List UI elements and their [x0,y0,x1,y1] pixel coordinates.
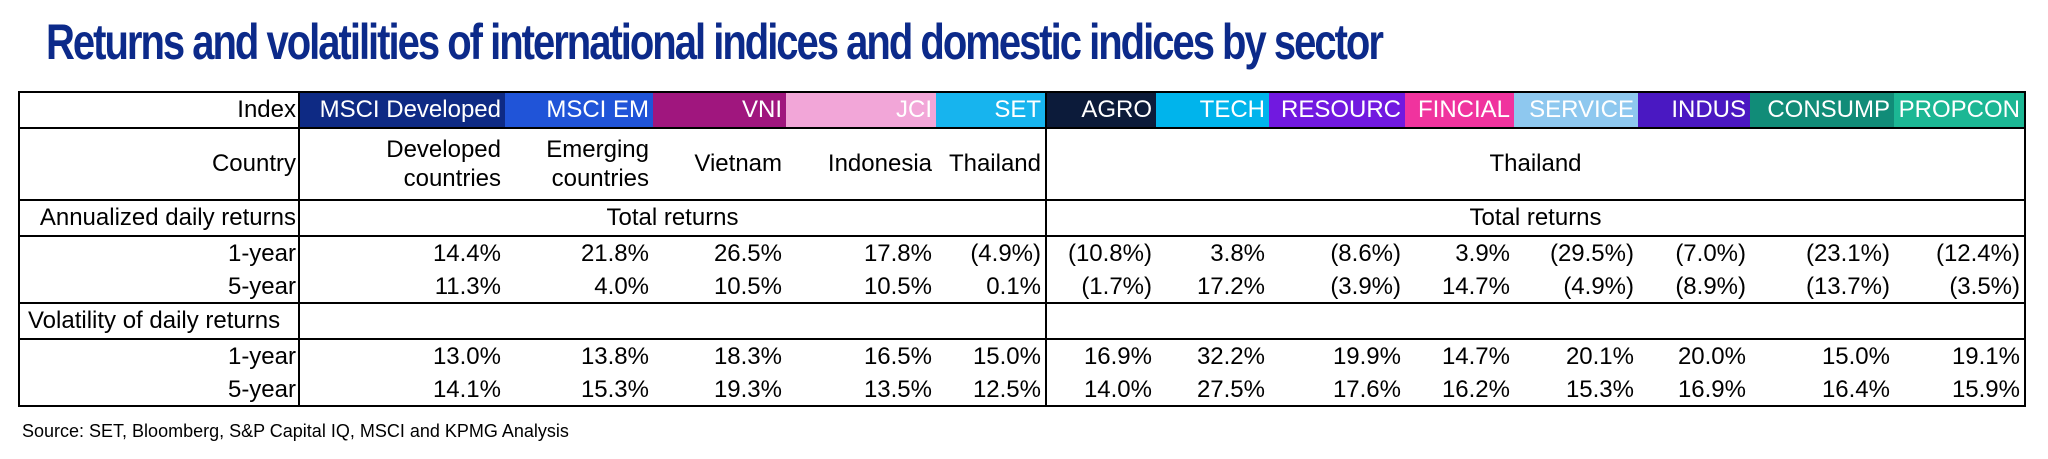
volatility-section-label: Volatility of daily returns [18,303,300,340]
row-label-5y: 5-year [18,271,300,304]
index-header-cell: CONSUMP [1750,91,1894,129]
value-cell: 26.5% [713,240,782,268]
value-cell: 21.8% [580,240,649,268]
value-cell: 17.6% [1269,374,1405,407]
returns-section-row: Annualized daily returns Total returns T… [18,200,2026,237]
value-cell: 11.3% [299,271,505,304]
volatility-header-intl [299,303,1047,340]
returns-header-intl: Total returns [299,200,1047,237]
row-label-1y: 1-year [18,236,300,271]
index-header-cell: SET [936,91,1047,129]
value-cell: (7.0%) [1675,240,1746,268]
value-cell: (3.5%) [1894,271,2026,304]
index-header-cell: AGRO [1046,91,1156,129]
value-cell: 17.8% [863,240,932,268]
value-cell: 16.4% [1750,374,1894,407]
value-cell: 14.4% [432,240,501,268]
country-cell-indonesia: Indonesia [786,128,936,201]
country-text: countries [551,165,649,192]
value-cell: 27.5% [1156,374,1269,407]
returns-1y-row: 1-year 14.4% 21.8% 26.5% 17.8% (4.9%) (10.8%)… [18,236,2026,271]
index-header-cell: TECH [1156,91,1269,129]
country-row-label: Country [18,128,300,201]
volatility-section-row: Volatility of daily returns [18,303,2026,340]
returns-5y-row: 5-year 11.3% 4.0% 10.5% 10.5% 0.1% (1.7%) 17.2… [18,271,2026,304]
value-cell: 16.5% [863,343,932,371]
country-row: Country Developed countries Emerging count… [18,128,2026,201]
country-cell-vietnam: Vietnam [653,128,786,201]
index-header-cell: MSCI Developed [299,91,505,129]
index-header-cell: SERVICE [1514,91,1638,129]
value-cell: (10.8%) [1067,240,1152,268]
value-cell: (13.7%) [1750,271,1894,304]
country-cell-emerging: Emerging countries [505,128,653,201]
value-cell: 16.9% [1083,343,1152,371]
value-cell: 14.7% [1405,271,1514,304]
value-cell: (23.1%) [1805,240,1890,268]
row-label-5y: 5-year [18,374,300,407]
value-cell: 4.0% [505,271,653,304]
value-cell: 14.7% [1441,343,1510,371]
value-cell: 15.9% [1894,374,2026,407]
value-cell: 20.0% [1677,343,1746,371]
value-cell: 15.0% [936,339,1047,374]
value-cell: 13.5% [786,374,936,407]
value-cell: (8.9%) [1638,271,1750,304]
index-header-cell: INDUS [1638,91,1750,129]
value-cell: 15.3% [505,374,653,407]
row-label-1y: 1-year [18,339,300,374]
value-cell: 15.3% [1514,374,1638,407]
index-row-label: Index [18,91,300,129]
value-cell: 3.8% [1210,240,1265,268]
value-cell: (4.9%) [1514,271,1638,304]
volatility-header-sector [1046,303,2026,340]
source-note: Source: SET, Bloomberg, S&P Capital IQ, … [22,421,569,441]
value-cell: (3.9%) [1269,271,1405,304]
returns-section-label: Annualized daily returns [18,200,300,237]
country-text: Developed [386,135,501,163]
value-cell: 10.5% [786,271,936,304]
value-cell: (1.7%) [1046,271,1156,304]
country-text: Emerging [546,135,649,163]
value-cell: 13.8% [580,343,649,371]
index-header-cell: VNI [653,91,786,129]
value-cell: 14.0% [1046,374,1156,407]
value-cell: 19.3% [653,374,786,407]
returns-volatility-table: Index MSCI Developed MSCI EM VNI JCI SET… [18,91,2026,407]
page-title: Returns and volatilities of internationa… [46,14,1384,70]
value-cell: 32.2% [1196,343,1265,371]
country-cell-developed: Developed countries [299,128,505,201]
volatility-1y-row: 1-year 13.0% 13.8% 18.3% 16.5% 15.0% 16.9% 32.… [18,339,2026,374]
index-header-row: Index MSCI Developed MSCI EM VNI JCI SET… [18,91,2026,129]
index-header-cell: JCI [786,91,936,129]
value-cell: (12.4%) [1894,236,2026,271]
value-cell: 17.2% [1156,271,1269,304]
index-header-cell: RESOURC [1269,91,1405,129]
index-header-cell: FINCIAL [1405,91,1514,129]
value-cell: 16.9% [1638,374,1750,407]
volatility-5y-row: 5-year 14.1% 15.3% 19.3% 13.5% 12.5% 14.0% 27.… [18,374,2026,407]
value-cell: 0.1% [936,271,1047,304]
country-text: countries [403,165,501,192]
value-cell: 16.2% [1405,374,1514,407]
index-header-cell: MSCI EM [505,91,653,129]
value-cell: 13.0% [432,343,501,371]
value-cell: 12.5% [936,374,1047,407]
value-cell: 14.1% [299,374,505,407]
value-cell: 19.9% [1332,343,1401,371]
index-header-cell: PROPCON [1894,91,2026,129]
value-cell: 3.9% [1455,240,1510,268]
country-cell-thailand: Thailand [936,128,1047,201]
value-cell: (29.5%) [1549,240,1634,268]
value-cell: 10.5% [653,271,786,304]
value-cell: 20.1% [1565,343,1634,371]
value-cell: (4.9%) [936,236,1047,271]
country-cell-thailand-sectors: Thailand [1046,128,2026,201]
value-cell: 18.3% [713,343,782,371]
value-cell: 15.0% [1821,343,1890,371]
value-cell: 19.1% [1894,339,2026,374]
returns-header-sector: Total returns [1046,200,2026,237]
value-cell: (8.6%) [1330,240,1401,268]
